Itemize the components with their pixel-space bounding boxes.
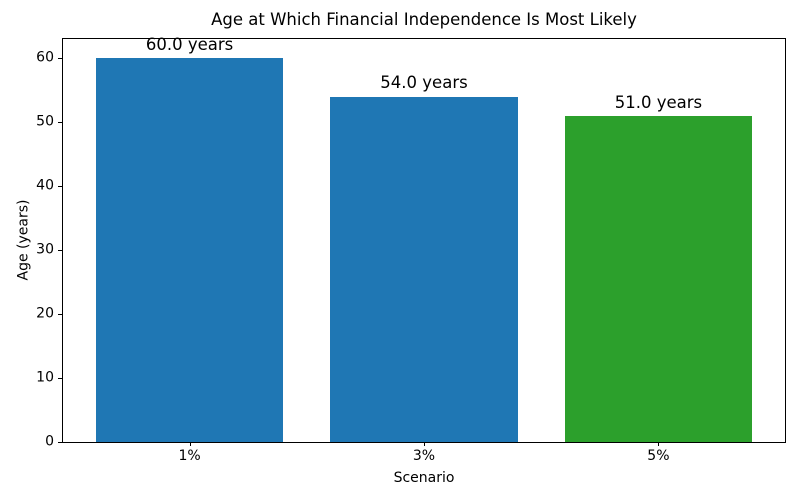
y-axis-label: Age (years) — [15, 199, 32, 281]
x-tick-label: 1% — [178, 448, 201, 464]
bar-1% — [95, 58, 284, 442]
bar-value-label: 51.0 years — [614, 92, 703, 112]
y-tick-mark — [58, 378, 62, 380]
x-tick-label: 5% — [647, 448, 670, 464]
x-tick-mark — [658, 442, 660, 446]
y-tick-mark — [58, 250, 62, 252]
bar-3% — [330, 96, 518, 442]
y-tick-label: 30 — [36, 241, 54, 258]
plot-area: 60.0 years 1% 54.0 years 3% 51.0 years 5% 0 10 2… — [36, 35, 786, 464]
y-tick-mark — [58, 58, 62, 60]
y-tick-label: 40 — [36, 177, 54, 194]
y-tick-label: 60 — [36, 49, 54, 66]
x-axis-label: Scenario — [393, 470, 455, 486]
chart-title: Age at Which Financial Independence Is M… — [211, 10, 637, 29]
bar-value-label: 54.0 years — [380, 73, 468, 93]
y-tick-mark — [58, 186, 62, 188]
bar-5% — [564, 115, 753, 442]
y-tick-label: 20 — [36, 305, 54, 322]
y-tick-label: 50 — [36, 113, 54, 130]
x-tick-mark — [189, 442, 191, 446]
bar-value-label: 60.0 years — [145, 35, 234, 55]
x-tick-mark — [424, 442, 425, 446]
y-tick-label: 10 — [36, 369, 54, 386]
y-tick-mark — [58, 314, 62, 316]
x-tick-label: 3% — [412, 448, 436, 464]
y-tick-mark — [58, 442, 62, 443]
y-tick-label: 0 — [45, 433, 54, 450]
y-tick-mark — [58, 122, 62, 124]
